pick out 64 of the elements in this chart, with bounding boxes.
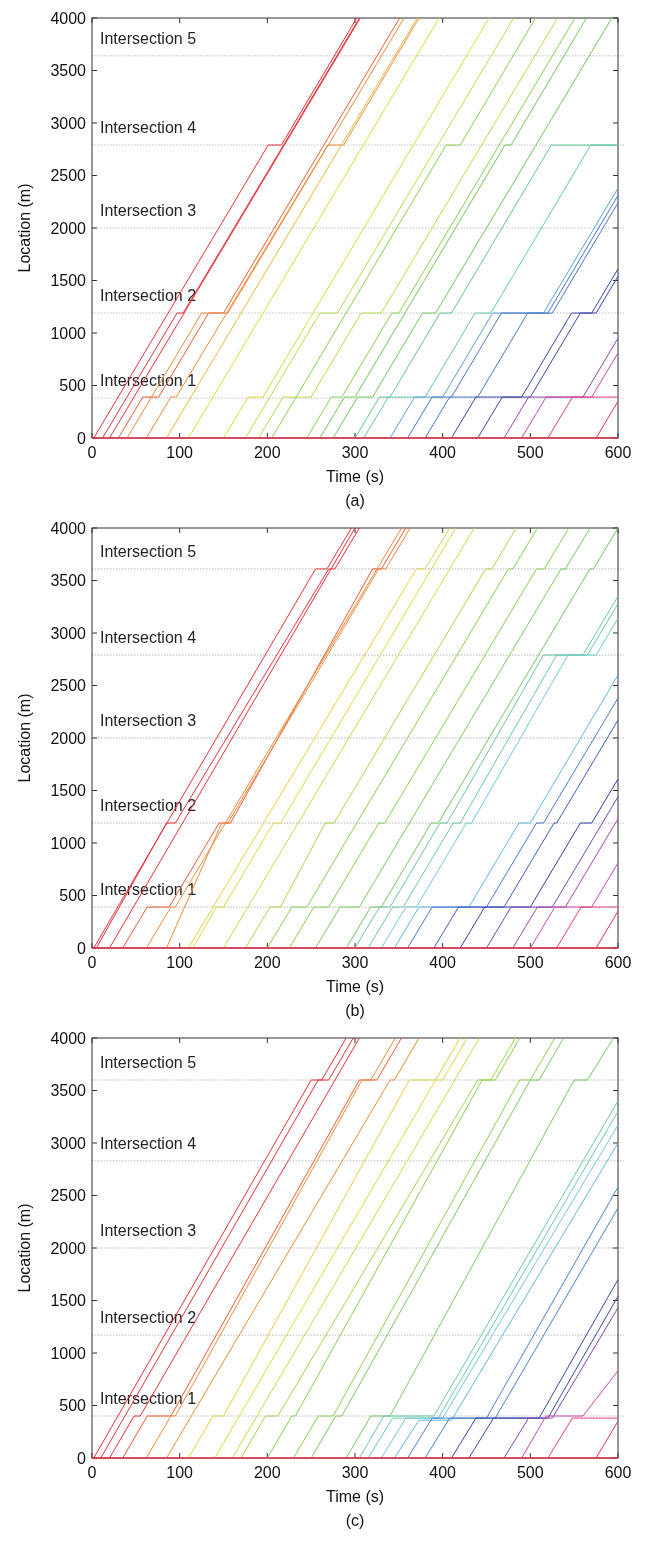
ref-line-label: Intersection 3 <box>100 1222 197 1239</box>
x-axis-title: Time (s) <box>325 1488 385 1505</box>
y-tick-label: 2000 <box>50 729 87 747</box>
text: (b) <box>345 1002 365 1019</box>
ref-line-label: Intersection 4 <box>100 119 197 137</box>
x-tick-label: 100 <box>166 1464 194 1481</box>
x-tick-label: 200 <box>253 1464 281 1481</box>
y-tick-label: 1000 <box>50 324 87 342</box>
y-tick-label: 3500 <box>50 572 87 590</box>
y-tick-label: 2000 <box>50 219 87 237</box>
ref-line-label: Intersection 4 <box>100 629 197 647</box>
ref-line-label: Intersection 5 <box>100 1054 197 1071</box>
y-tick-label: 1000 <box>50 834 87 852</box>
x-tick-label: 600 <box>604 1464 632 1481</box>
y-tick-label: 3500 <box>50 62 87 80</box>
y-tick-label: 500 <box>59 1397 87 1415</box>
y-tick-label: 1000 <box>50 1344 87 1362</box>
ref-line-label: Intersection 2 <box>100 1309 197 1327</box>
y-tick-label: 2500 <box>50 167 87 185</box>
text: (a) <box>345 492 365 509</box>
y-tick-label: 0 <box>77 1449 87 1467</box>
x-tick-label: 300 <box>341 444 369 461</box>
y-axis-title: Location (m) <box>16 693 33 783</box>
y-axis-title: Location (m) <box>16 183 33 273</box>
x-tick-label: 400 <box>429 1464 457 1481</box>
ref-line-label: Intersection 5 <box>100 542 197 560</box>
y-axis-title: Location (m) <box>16 1203 33 1293</box>
x-axis-title: Time (s) <box>325 978 385 995</box>
y-tick-label: 4000 <box>50 9 87 27</box>
y-tick-label: 1500 <box>50 1292 87 1310</box>
ref-line-label: Intersection 3 <box>100 202 197 219</box>
x-tick-label: 400 <box>429 954 457 971</box>
x-tick-label: 100 <box>166 954 194 971</box>
x-tick-label: 500 <box>516 1464 544 1481</box>
x-tick-label: 600 <box>604 954 632 971</box>
y-tick-label: 1500 <box>50 782 87 800</box>
text: (c) <box>345 1512 365 1529</box>
x-tick-label: 200 <box>253 444 281 461</box>
y-tick-label: 2500 <box>50 677 87 695</box>
y-tick-label: 0 <box>77 939 87 957</box>
y-tick-label: 3500 <box>50 1082 87 1100</box>
x-axis-title: Time (s) <box>325 468 385 485</box>
x-tick-label: 300 <box>341 954 369 971</box>
ref-line-label: Intersection 3 <box>100 712 197 729</box>
ref-line-label: Intersection 4 <box>100 1134 197 1152</box>
x-tick-label: 100 <box>166 444 194 461</box>
y-tick-label: 2000 <box>50 1239 87 1257</box>
y-tick-label: 3000 <box>50 114 87 132</box>
ref-line-label: Intersection 5 <box>100 29 197 47</box>
x-tick-label: 400 <box>429 444 457 461</box>
x-tick-label: 200 <box>253 954 281 971</box>
y-tick-label: 4000 <box>50 519 87 537</box>
x-tick-label: 500 <box>516 444 544 461</box>
y-tick-label: 0 <box>77 429 87 447</box>
y-tick-label: 500 <box>59 377 87 395</box>
x-tick-label: 500 <box>516 954 544 971</box>
y-tick-label: 4000 <box>50 1029 87 1047</box>
y-tick-label: 2500 <box>50 1187 87 1205</box>
x-tick-label: 600 <box>604 444 632 461</box>
y-tick-label: 500 <box>59 887 87 905</box>
y-tick-label: 3000 <box>50 1134 87 1152</box>
x-tick-label: 300 <box>341 1464 369 1481</box>
y-tick-label: 1500 <box>50 272 87 290</box>
y-tick-label: 3000 <box>50 624 87 642</box>
